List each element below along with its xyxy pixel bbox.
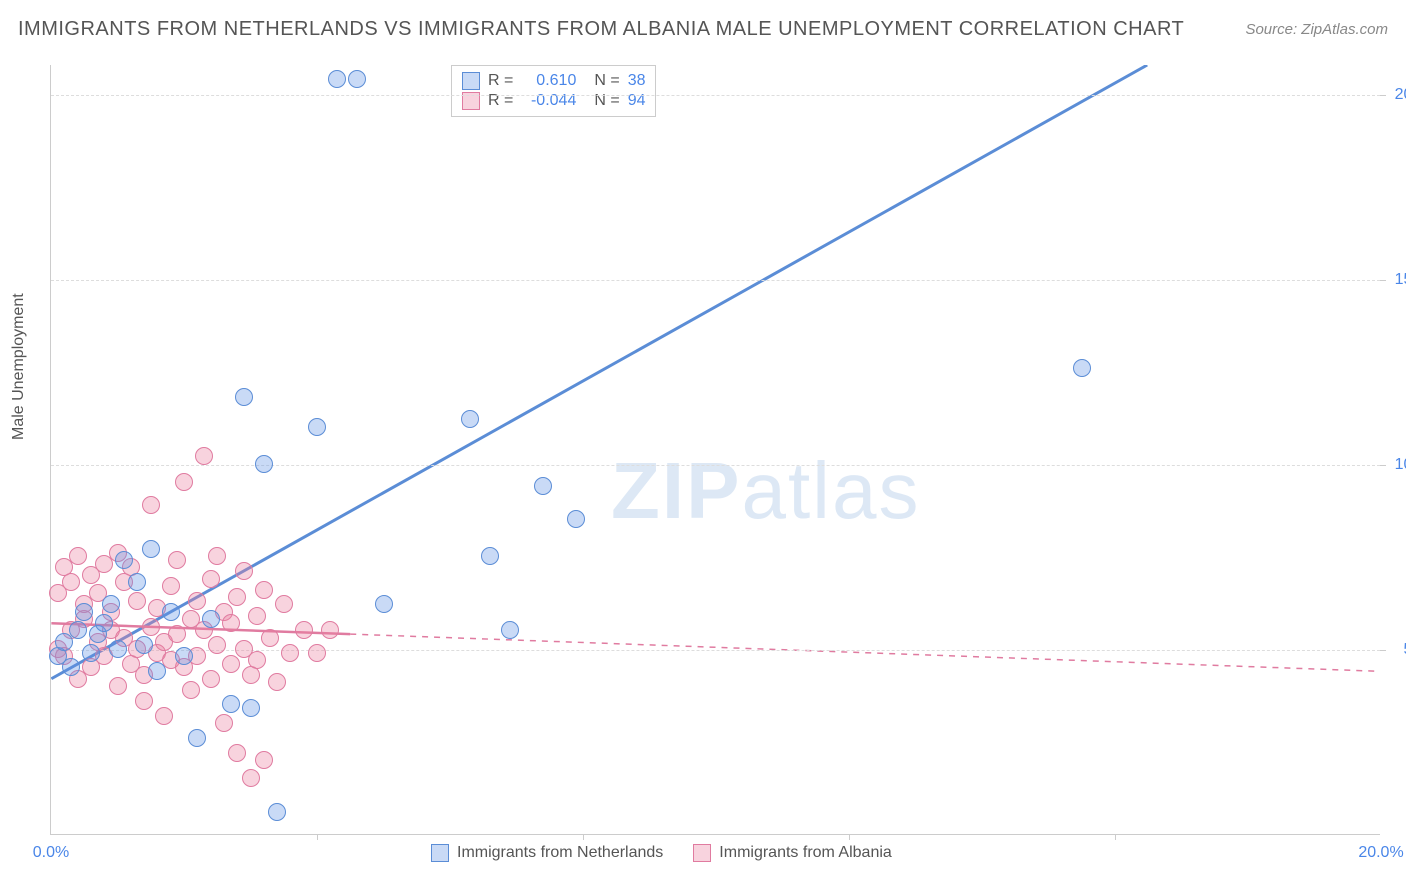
legend-series-item: Immigrants from Albania [693, 844, 892, 862]
data-point [202, 670, 220, 688]
x-tick-label: 0.0% [33, 844, 69, 862]
legend-series-label: Immigrants from Albania [719, 844, 892, 862]
data-point [375, 595, 393, 613]
data-point [295, 621, 313, 639]
data-point [215, 714, 233, 732]
data-point [128, 573, 146, 591]
data-point [69, 547, 87, 565]
data-point [567, 510, 585, 528]
data-point [162, 577, 180, 595]
data-point [348, 70, 366, 88]
data-point [268, 803, 286, 821]
data-point [242, 769, 260, 787]
data-point [142, 618, 160, 636]
data-point [155, 707, 173, 725]
trend-line-dashed [350, 634, 1379, 671]
data-point [175, 647, 193, 665]
data-point [82, 644, 100, 662]
data-point [62, 658, 80, 676]
legend-r-label: R = [488, 72, 513, 90]
data-point [135, 692, 153, 710]
data-point [1073, 359, 1091, 377]
legend-r-value: 0.610 [521, 72, 576, 90]
y-tick-label: 20.0% [1385, 86, 1406, 104]
data-point [109, 677, 127, 695]
data-point [248, 651, 266, 669]
data-point [168, 625, 186, 643]
gridline-h [51, 465, 1380, 466]
series-legend: Immigrants from Netherlands Immigrants f… [431, 844, 892, 862]
data-point [255, 455, 273, 473]
data-point [142, 496, 160, 514]
data-point [222, 614, 240, 632]
legend-series-item: Immigrants from Netherlands [431, 844, 663, 862]
data-point [62, 573, 80, 591]
data-point [501, 621, 519, 639]
gridline-h [51, 280, 1380, 281]
source-label: Source: ZipAtlas.com [1245, 21, 1388, 38]
data-point [109, 640, 127, 658]
y-axis-label: Male Unemployment [10, 293, 28, 440]
data-point [328, 70, 346, 88]
chart-title: IMMIGRANTS FROM NETHERLANDS VS IMMIGRANT… [18, 18, 1184, 41]
data-point [534, 477, 552, 495]
data-point [135, 636, 153, 654]
data-point [69, 621, 87, 639]
data-point [242, 699, 260, 717]
trend-line [51, 65, 1147, 679]
data-point [202, 610, 220, 628]
data-point [308, 644, 326, 662]
data-point [202, 570, 220, 588]
data-point [102, 595, 120, 613]
data-point [268, 673, 286, 691]
data-point [195, 447, 213, 465]
data-point [248, 607, 266, 625]
x-tick-label: 20.0% [1358, 844, 1403, 862]
data-point [228, 588, 246, 606]
data-point [261, 629, 279, 647]
data-point [162, 603, 180, 621]
data-point [222, 695, 240, 713]
data-point [188, 729, 206, 747]
y-tick-label: 10.0% [1385, 456, 1406, 474]
data-point [275, 595, 293, 613]
data-point [142, 540, 160, 558]
data-point [281, 644, 299, 662]
data-point [75, 603, 93, 621]
data-point [115, 551, 133, 569]
data-point [255, 751, 273, 769]
data-point [128, 592, 146, 610]
legend-n-label: N = [594, 72, 619, 90]
legend-row: R = 0.610 N = 38 [462, 72, 645, 90]
data-point [321, 621, 339, 639]
legend-swatch [462, 72, 480, 90]
data-point [175, 473, 193, 491]
data-point [188, 592, 206, 610]
data-point [168, 551, 186, 569]
data-point [182, 681, 200, 699]
chart-header: IMMIGRANTS FROM NETHERLANDS VS IMMIGRANT… [18, 18, 1388, 41]
data-point [308, 418, 326, 436]
data-point [148, 662, 166, 680]
data-point [255, 581, 273, 599]
data-point [208, 547, 226, 565]
gridline-h [51, 95, 1380, 96]
data-point [235, 562, 253, 580]
y-tick-label: 5.0% [1385, 641, 1406, 659]
legend-series-label: Immigrants from Netherlands [457, 844, 663, 862]
data-point [208, 636, 226, 654]
correlation-legend: R = 0.610 N = 38 R = -0.044 N = 94 [451, 65, 656, 117]
data-point [461, 410, 479, 428]
data-point [95, 614, 113, 632]
data-point [222, 655, 240, 673]
plot-area: ZIPatlas R = 0.610 N = 38 R = -0.044 N =… [50, 65, 1380, 835]
data-point [481, 547, 499, 565]
legend-n-value: 38 [628, 72, 646, 90]
legend-swatch [431, 844, 449, 862]
data-point [228, 744, 246, 762]
data-point [235, 388, 253, 406]
y-tick-label: 15.0% [1385, 271, 1406, 289]
watermark: ZIPatlas [611, 445, 920, 537]
legend-swatch [693, 844, 711, 862]
